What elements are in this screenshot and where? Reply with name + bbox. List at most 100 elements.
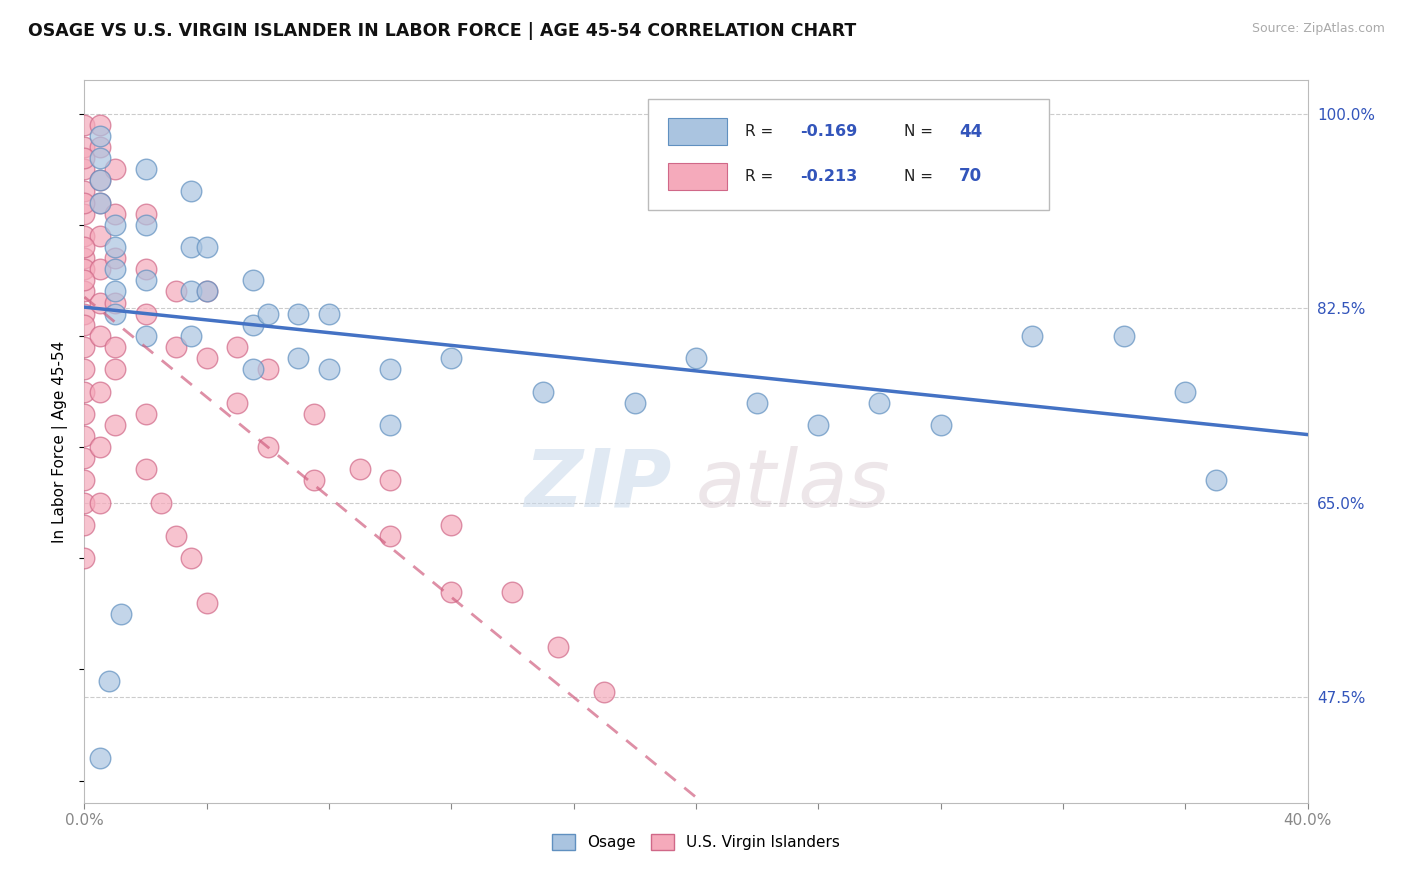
Point	[180, 240, 202, 254]
Point	[89, 262, 111, 277]
Point	[73, 151, 96, 165]
Point	[104, 307, 127, 321]
Point	[110, 607, 132, 621]
Point	[869, 395, 891, 409]
Point	[195, 285, 218, 299]
Point	[73, 273, 96, 287]
Point	[89, 440, 111, 454]
Point	[135, 329, 157, 343]
Point	[165, 340, 187, 354]
Point	[97, 673, 120, 688]
Point	[135, 218, 157, 232]
Point	[1205, 474, 1227, 488]
Point	[73, 207, 96, 221]
Point	[73, 251, 96, 265]
Point	[180, 329, 202, 343]
Point	[165, 529, 187, 543]
Point	[257, 362, 280, 376]
Text: R =: R =	[745, 169, 778, 184]
Point	[747, 395, 769, 409]
Point	[149, 496, 172, 510]
Point	[929, 417, 952, 432]
Point	[89, 496, 111, 510]
Point	[593, 684, 616, 698]
Point	[531, 384, 554, 399]
Y-axis label: In Labor Force | Age 45-54: In Labor Force | Age 45-54	[52, 341, 69, 542]
Point	[135, 462, 157, 476]
Point	[1021, 329, 1043, 343]
Point	[180, 551, 202, 566]
Point	[104, 240, 127, 254]
Point	[226, 340, 249, 354]
Point	[73, 517, 96, 532]
Point	[104, 417, 127, 432]
Point	[89, 128, 111, 143]
Point	[440, 584, 463, 599]
Point	[89, 329, 111, 343]
Point	[73, 140, 96, 154]
Point	[807, 417, 830, 432]
Point	[624, 395, 647, 409]
Point	[89, 295, 111, 310]
Text: R =: R =	[745, 124, 778, 139]
Point	[242, 318, 264, 332]
Point	[349, 462, 371, 476]
Point	[73, 118, 96, 132]
Point	[547, 640, 569, 655]
Point	[242, 273, 264, 287]
FancyBboxPatch shape	[648, 99, 1049, 210]
Point	[104, 340, 127, 354]
Bar	[668, 118, 727, 145]
Point	[135, 207, 157, 221]
Point	[73, 496, 96, 510]
Text: -0.169: -0.169	[800, 124, 858, 139]
Point	[135, 307, 157, 321]
Text: Source: ZipAtlas.com: Source: ZipAtlas.com	[1251, 22, 1385, 36]
Point	[73, 407, 96, 421]
Point	[195, 351, 218, 366]
Point	[89, 173, 111, 187]
Point	[685, 351, 707, 366]
Point	[73, 362, 96, 376]
Text: N =: N =	[904, 124, 938, 139]
Point	[104, 262, 127, 277]
Point	[73, 474, 96, 488]
Point	[302, 407, 325, 421]
Point	[89, 151, 111, 165]
Point	[73, 240, 96, 254]
Bar	[668, 162, 727, 190]
Point	[89, 384, 111, 399]
Point	[1114, 329, 1136, 343]
Point	[73, 307, 96, 321]
Point	[73, 262, 96, 277]
Point	[73, 551, 96, 566]
Point	[73, 285, 96, 299]
Point	[73, 162, 96, 177]
Point	[73, 185, 96, 199]
Text: atlas: atlas	[696, 446, 891, 524]
Text: 44: 44	[959, 122, 983, 141]
Point	[440, 351, 463, 366]
Point	[195, 240, 218, 254]
Point	[104, 285, 127, 299]
Point	[89, 140, 111, 154]
Point	[73, 384, 96, 399]
Point	[89, 173, 111, 187]
Point	[104, 162, 127, 177]
Point	[73, 195, 96, 210]
Text: N =: N =	[904, 169, 938, 184]
Point	[257, 307, 280, 321]
Point	[195, 285, 218, 299]
Text: ZIP: ZIP	[524, 446, 672, 524]
Text: 70: 70	[959, 168, 981, 186]
Point	[380, 417, 402, 432]
Point	[180, 285, 202, 299]
Text: -0.213: -0.213	[800, 169, 858, 184]
Point	[104, 218, 127, 232]
Point	[89, 118, 111, 132]
Point	[135, 162, 157, 177]
Point	[89, 195, 111, 210]
Point	[257, 440, 280, 454]
Point	[318, 362, 340, 376]
Point	[89, 195, 111, 210]
